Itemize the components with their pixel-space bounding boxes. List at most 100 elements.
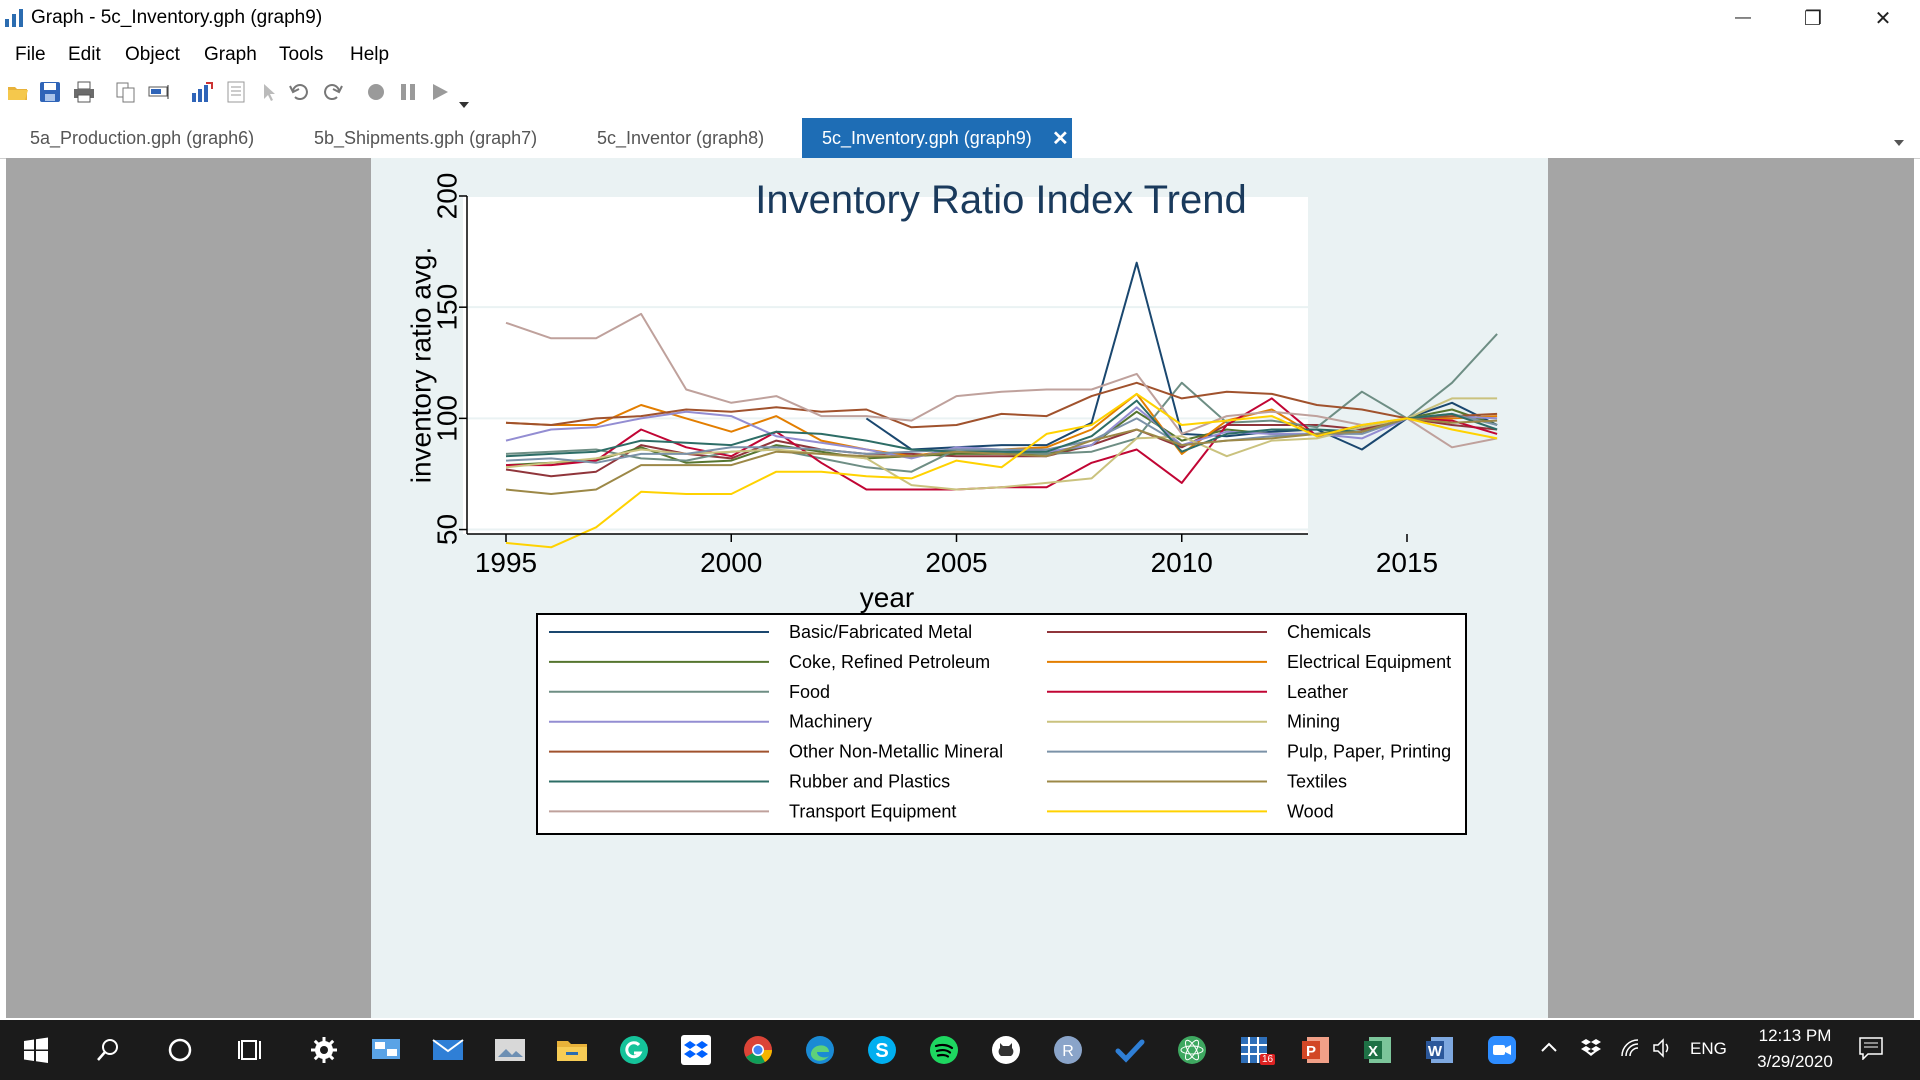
mail-icon[interactable] xyxy=(428,1030,468,1070)
spotify-icon[interactable] xyxy=(924,1030,964,1070)
tab-bar: 5a_Production.gph (graph6) 5b_Shipments.… xyxy=(0,118,1920,159)
search-icon[interactable] xyxy=(88,1030,128,1070)
clock-date[interactable]: 3/29/2020 xyxy=(1757,1052,1833,1071)
cortana-icon[interactable] xyxy=(160,1030,200,1070)
legend-label: Coke, Refined Petroleum xyxy=(789,652,990,672)
series-line-chemicals xyxy=(505,417,1498,478)
menu-help[interactable]: Help xyxy=(350,44,390,65)
legend-label: Wood xyxy=(1287,801,1334,821)
legend-label: Chemicals xyxy=(1287,622,1371,642)
dropdown-arrow-icon[interactable] xyxy=(458,96,470,114)
series-line-transport-equipment xyxy=(505,312,1498,449)
menu-tools[interactable]: Tools xyxy=(279,44,324,65)
x-axis-label: year xyxy=(860,582,914,613)
show-hidden-icons-icon[interactable] xyxy=(1540,1040,1558,1058)
legend-label: Basic/Fabricated Metal xyxy=(789,622,972,642)
undo-icon[interactable] xyxy=(288,80,312,104)
legend-label: Food xyxy=(789,682,830,702)
word-icon[interactable]: W xyxy=(1420,1030,1460,1070)
menu-file[interactable]: File xyxy=(15,44,46,65)
open-icon[interactable] xyxy=(6,80,30,104)
line-chart: 50 100 150 200 1995 2000 2005 2010 2015 year inven… xyxy=(405,173,1498,835)
print-icon[interactable] xyxy=(72,80,96,104)
tab-graph6[interactable]: 5a_Production.gph (graph6) xyxy=(30,127,255,148)
menu-graph[interactable]: Graph xyxy=(204,44,257,65)
svg-text:X: X xyxy=(1368,1043,1378,1060)
tab-graph9[interactable]: 5c_Inventory.gph (graph9) ✕ xyxy=(802,118,1072,158)
pause-icon[interactable] xyxy=(396,80,420,104)
stata-version-badge: 16 xyxy=(1260,1054,1276,1065)
edge-icon[interactable] xyxy=(800,1030,840,1070)
task-view-icon[interactable] xyxy=(232,1030,272,1070)
copy-icon[interactable] xyxy=(114,80,138,104)
wifi-icon[interactable] xyxy=(1620,1038,1642,1063)
y-tick-label: 150 xyxy=(431,284,462,331)
toolbar xyxy=(0,72,480,110)
y-axis-label: inventory ratio avg. xyxy=(405,247,436,484)
file-explorer-icon[interactable] xyxy=(552,1030,592,1070)
tab-graph7[interactable]: 5b_Shipments.gph (graph7) xyxy=(314,127,538,148)
legend-label: Machinery xyxy=(789,712,872,732)
redo-icon[interactable] xyxy=(320,80,344,104)
dropbox-icon[interactable] xyxy=(676,1030,716,1070)
series-line-rubber-and-plastics xyxy=(505,399,1498,458)
tab-list-dropdown-icon[interactable] xyxy=(1893,134,1905,152)
svg-text:W: W xyxy=(1428,1043,1443,1060)
legend-label: Leather xyxy=(1287,682,1348,702)
volume-icon[interactable] xyxy=(1652,1038,1674,1063)
powerpoint-icon[interactable]: P xyxy=(1296,1030,1336,1070)
legend-label: Pulp, Paper, Printing xyxy=(1287,742,1451,762)
save-icon[interactable] xyxy=(38,80,62,104)
legend-box xyxy=(536,613,1467,835)
play-icon[interactable] xyxy=(428,80,452,104)
svg-text:P: P xyxy=(1306,1043,1316,1060)
close-window-button[interactable]: ✕ xyxy=(1874,7,1892,30)
x-tick-label: 2000 xyxy=(700,547,762,578)
chrome-icon[interactable] xyxy=(738,1030,778,1070)
zoom-icon[interactable] xyxy=(1482,1030,1522,1070)
settings-icon[interactable] xyxy=(304,1030,344,1070)
skype-icon[interactable]: S xyxy=(862,1030,902,1070)
menu-edit[interactable]: Edit xyxy=(68,44,101,65)
atom-icon[interactable] xyxy=(1172,1030,1212,1070)
legend-label: Rubber and Plastics xyxy=(789,772,950,792)
control-panel-icon[interactable] xyxy=(366,1030,406,1070)
photos-icon[interactable] xyxy=(490,1030,530,1070)
legend-label: Electrical Equipment xyxy=(1287,652,1451,672)
grammarly-icon[interactable] xyxy=(614,1030,654,1070)
maximize-button[interactable]: ❐ xyxy=(1804,7,1822,30)
clock-time[interactable]: 12:13 PM xyxy=(1758,1026,1832,1045)
series-line-wood xyxy=(505,392,1498,549)
chart-title: Inventory Ratio Index Trend xyxy=(755,178,1246,222)
pointer-icon[interactable] xyxy=(256,80,280,104)
graph-panel: 50 100 150 200 1995 2000 2005 2010 2015 year inven… xyxy=(371,158,1548,1018)
github-icon[interactable] xyxy=(986,1030,1026,1070)
series-line-other-non-metallic-mineral xyxy=(505,381,1498,429)
properties-icon[interactable] xyxy=(224,80,248,104)
notification-center-icon[interactable] xyxy=(1858,1036,1884,1065)
tab-close-icon[interactable]: ✕ xyxy=(1052,128,1069,150)
rename-icon[interactable] xyxy=(148,80,172,104)
language-indicator[interactable]: ENG xyxy=(1690,1039,1727,1058)
x-tick-label: 2005 xyxy=(925,547,987,578)
dropbox-tray-icon[interactable] xyxy=(1580,1038,1602,1063)
window-title: Graph - 5c_Inventory.gph (graph9) xyxy=(31,7,323,28)
svg-text:R: R xyxy=(1062,1043,1074,1060)
y-tick-label: 200 xyxy=(431,173,462,220)
r-icon[interactable]: R xyxy=(1048,1030,1088,1070)
legend-label: Textiles xyxy=(1287,772,1347,792)
menu-object[interactable]: Object xyxy=(125,44,180,65)
legend-label: Mining xyxy=(1287,712,1340,732)
legend-label: Transport Equipment xyxy=(789,801,956,821)
stata-graph-app-icon xyxy=(5,9,23,27)
start-icon[interactable] xyxy=(16,1030,56,1070)
y-tick-label: 100 xyxy=(431,395,462,442)
excel-icon[interactable]: X xyxy=(1358,1030,1398,1070)
graph-editor-icon[interactable] xyxy=(190,80,214,104)
taskbar: S R 16 P X W ENG 12:13 PM 3/29/2020 xyxy=(0,1020,1920,1080)
tab-graph8[interactable]: 5c_Inventor (graph8) xyxy=(597,127,765,148)
minimize-button[interactable]: — xyxy=(1735,9,1751,26)
todo-icon[interactable] xyxy=(1110,1030,1150,1070)
record-icon[interactable] xyxy=(364,80,388,104)
svg-text:S: S xyxy=(875,1040,888,1062)
